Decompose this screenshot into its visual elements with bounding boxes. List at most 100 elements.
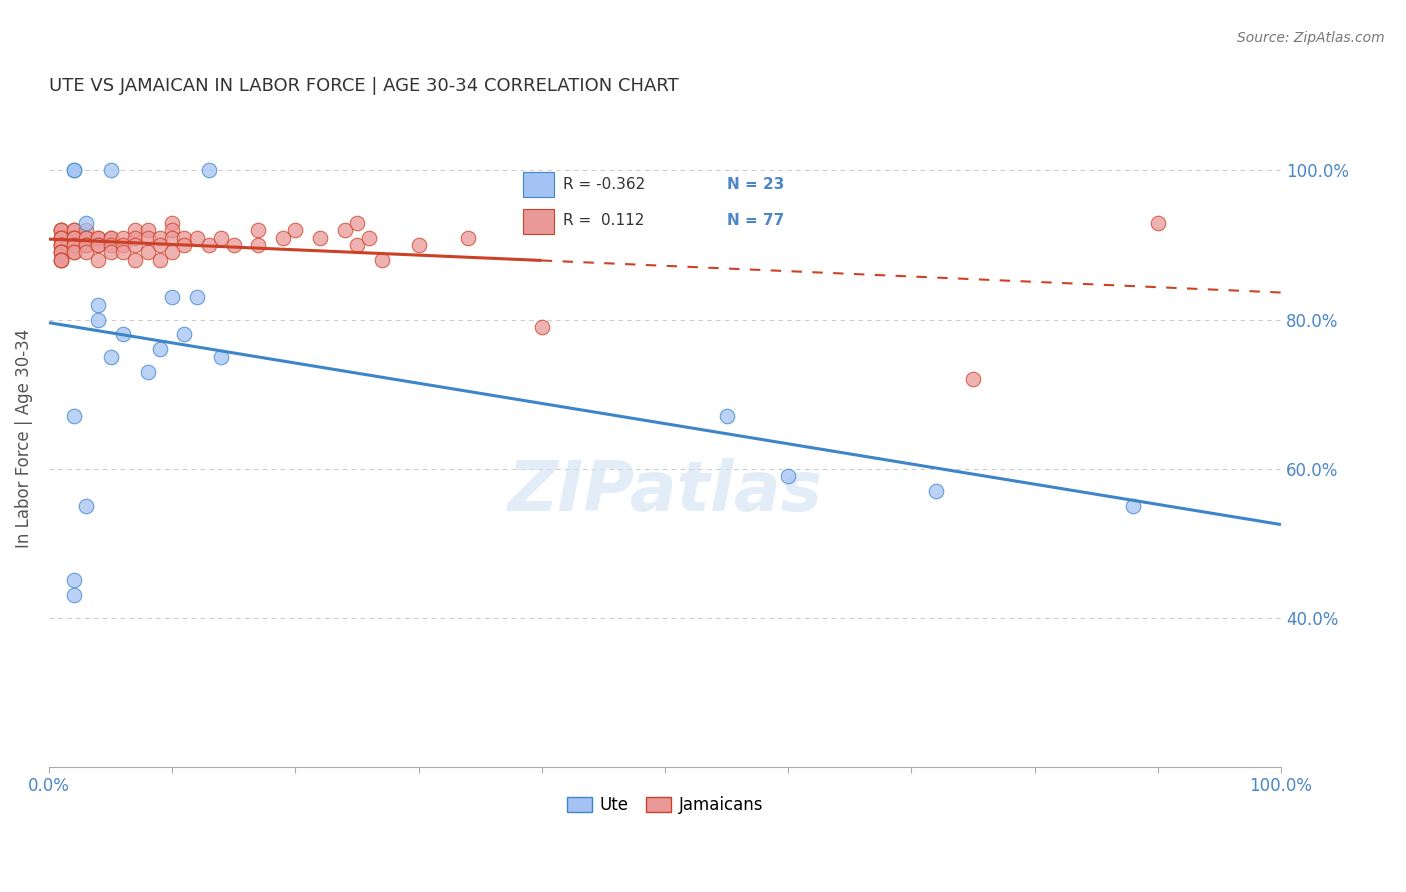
Point [51, 238, 73, 252]
Point [211, 230, 233, 244]
Point [100, 230, 122, 244]
Point [100, 230, 122, 244]
Y-axis label: In Labor Force | Age 30-34: In Labor Force | Age 30-34 [15, 329, 32, 549]
Point [160, 290, 183, 304]
Point [136, 223, 159, 237]
Point [160, 245, 183, 260]
Point [62, 163, 84, 178]
Point [100, 245, 122, 260]
Point [75, 499, 97, 513]
Point [87, 297, 110, 311]
Point [186, 230, 208, 244]
Point [530, 320, 553, 334]
Point [51, 245, 73, 260]
Point [111, 245, 134, 260]
Point [62, 588, 84, 602]
Point [346, 238, 368, 252]
Point [1122, 499, 1144, 513]
Point [222, 238, 245, 252]
Point [62, 245, 84, 260]
Point [51, 230, 73, 244]
Point [173, 230, 195, 244]
Point [309, 230, 332, 244]
Point [87, 312, 110, 326]
Point [271, 230, 294, 244]
Point [124, 252, 146, 267]
Point [346, 216, 368, 230]
Point [87, 230, 110, 244]
Point [62, 230, 84, 244]
Point [75, 230, 97, 244]
Point [370, 252, 392, 267]
Point [62, 163, 84, 178]
Point [75, 223, 97, 237]
Point [51, 245, 73, 260]
Point [62, 230, 84, 244]
Point [100, 163, 122, 178]
Point [62, 409, 84, 424]
Point [51, 252, 73, 267]
Point [284, 223, 307, 237]
Point [149, 343, 172, 357]
Point [778, 469, 800, 483]
Point [124, 230, 146, 244]
Point [111, 327, 134, 342]
Point [51, 223, 73, 237]
Point [408, 238, 430, 252]
Point [62, 238, 84, 252]
Point [925, 483, 948, 498]
Point [62, 223, 84, 237]
Point [62, 230, 84, 244]
Point [75, 245, 97, 260]
Point [962, 372, 984, 386]
Point [51, 238, 73, 252]
Point [51, 230, 73, 244]
Point [87, 238, 110, 252]
Point [149, 230, 172, 244]
Point [173, 238, 195, 252]
Point [136, 245, 159, 260]
Point [62, 574, 84, 588]
Point [51, 252, 73, 267]
Point [62, 245, 84, 260]
Point [87, 252, 110, 267]
Point [51, 230, 73, 244]
Point [186, 290, 208, 304]
Point [149, 252, 172, 267]
Point [87, 238, 110, 252]
Text: ZIPatlas: ZIPatlas [508, 458, 823, 524]
Point [247, 223, 270, 237]
Legend: Ute, Jamaicans: Ute, Jamaicans [560, 789, 770, 821]
Point [457, 230, 479, 244]
Point [51, 245, 73, 260]
Point [75, 230, 97, 244]
Point [75, 216, 97, 230]
Point [211, 350, 233, 364]
Point [62, 223, 84, 237]
Point [716, 409, 738, 424]
Point [100, 238, 122, 252]
Point [51, 238, 73, 252]
Point [173, 327, 195, 342]
Point [124, 223, 146, 237]
Point [51, 223, 73, 237]
Point [1146, 216, 1168, 230]
Point [160, 216, 183, 230]
Point [75, 238, 97, 252]
Point [111, 230, 134, 244]
Point [149, 238, 172, 252]
Text: Source: ZipAtlas.com: Source: ZipAtlas.com [1237, 31, 1385, 45]
Point [51, 252, 73, 267]
Point [247, 238, 270, 252]
Text: UTE VS JAMAICAN IN LABOR FORCE | AGE 30-34 CORRELATION CHART: UTE VS JAMAICAN IN LABOR FORCE | AGE 30-… [49, 78, 679, 95]
Point [100, 350, 122, 364]
Point [111, 238, 134, 252]
Point [359, 230, 381, 244]
Point [124, 238, 146, 252]
Point [51, 223, 73, 237]
Point [198, 163, 221, 178]
Point [160, 223, 183, 237]
Point [136, 230, 159, 244]
Point [62, 238, 84, 252]
Point [136, 365, 159, 379]
